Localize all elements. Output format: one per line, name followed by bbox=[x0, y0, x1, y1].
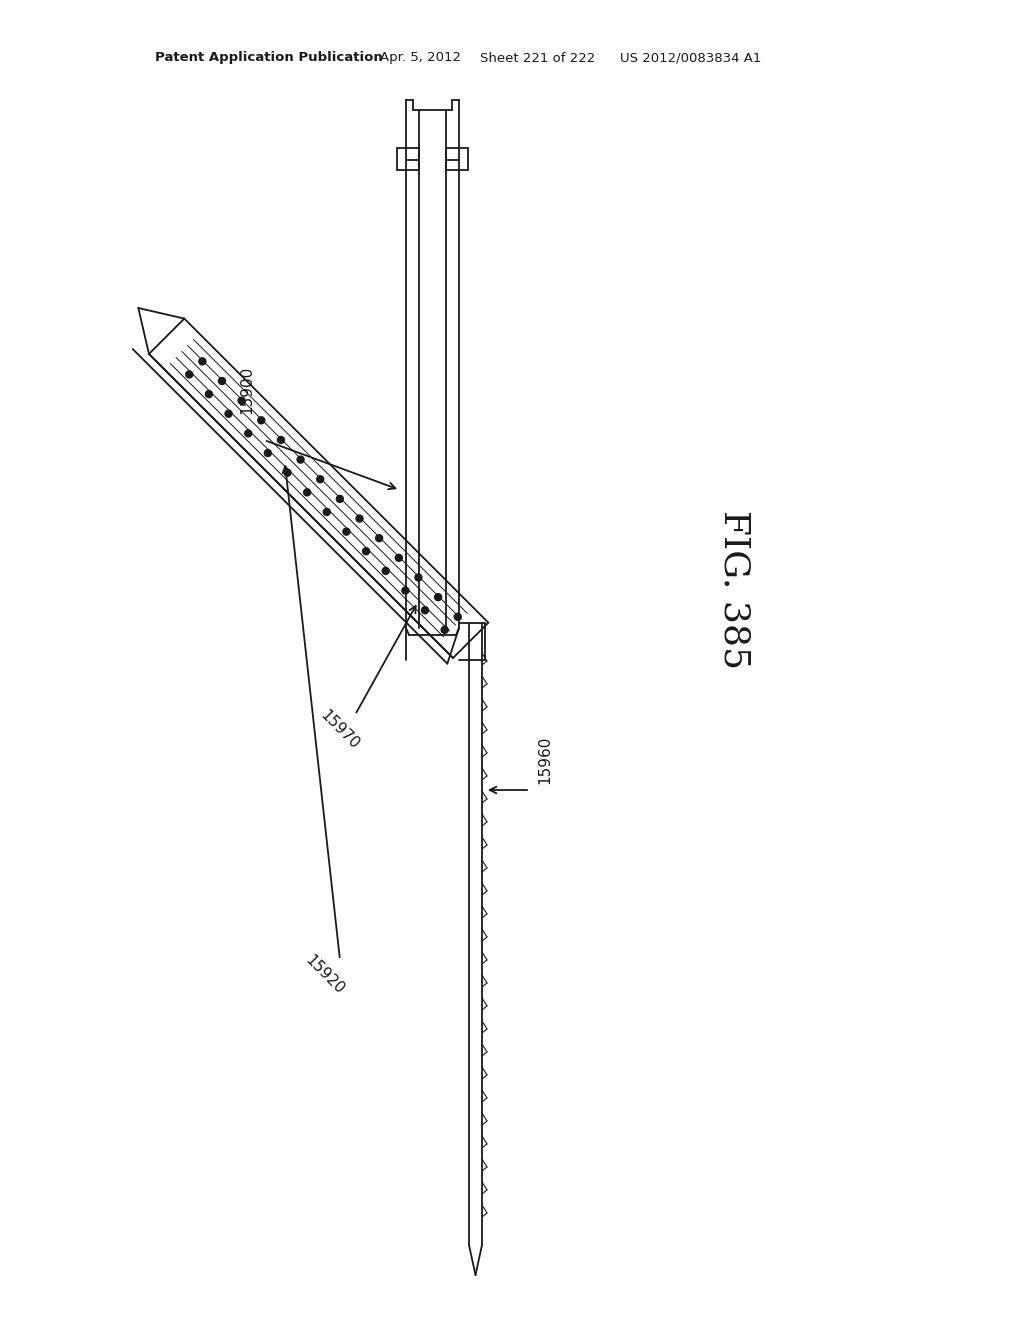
Bar bbox=[446, 148, 468, 170]
Text: 15970: 15970 bbox=[317, 708, 362, 752]
Circle shape bbox=[336, 495, 343, 503]
Circle shape bbox=[343, 528, 350, 535]
Circle shape bbox=[239, 397, 245, 404]
Text: Patent Application Publication: Patent Application Publication bbox=[155, 51, 383, 65]
Text: Sheet 221 of 222: Sheet 221 of 222 bbox=[480, 51, 595, 65]
Circle shape bbox=[206, 391, 212, 397]
Circle shape bbox=[356, 515, 362, 521]
Text: Apr. 5, 2012: Apr. 5, 2012 bbox=[380, 51, 461, 65]
Text: FIG. 385: FIG. 385 bbox=[718, 511, 752, 669]
Text: 15960: 15960 bbox=[538, 735, 553, 784]
Circle shape bbox=[185, 371, 193, 378]
Text: 15900: 15900 bbox=[240, 366, 255, 414]
Circle shape bbox=[422, 607, 428, 614]
Circle shape bbox=[362, 548, 370, 554]
Circle shape bbox=[376, 535, 383, 541]
Circle shape bbox=[434, 594, 441, 601]
Circle shape bbox=[304, 488, 310, 496]
Text: US 2012/0083834 A1: US 2012/0083834 A1 bbox=[620, 51, 762, 65]
Circle shape bbox=[455, 614, 461, 620]
Circle shape bbox=[225, 411, 232, 417]
Circle shape bbox=[297, 457, 304, 463]
Circle shape bbox=[415, 574, 422, 581]
Circle shape bbox=[278, 437, 285, 444]
Circle shape bbox=[441, 627, 449, 634]
Text: 15920: 15920 bbox=[303, 953, 347, 998]
Circle shape bbox=[264, 450, 271, 457]
Circle shape bbox=[395, 554, 402, 561]
Circle shape bbox=[284, 469, 291, 477]
Bar bbox=[397, 148, 419, 170]
Circle shape bbox=[258, 417, 265, 424]
Circle shape bbox=[316, 475, 324, 483]
Circle shape bbox=[218, 378, 225, 384]
Circle shape bbox=[324, 508, 331, 516]
Polygon shape bbox=[148, 318, 488, 657]
Circle shape bbox=[245, 430, 252, 437]
Circle shape bbox=[401, 587, 409, 594]
Circle shape bbox=[199, 358, 206, 364]
Circle shape bbox=[382, 568, 389, 574]
